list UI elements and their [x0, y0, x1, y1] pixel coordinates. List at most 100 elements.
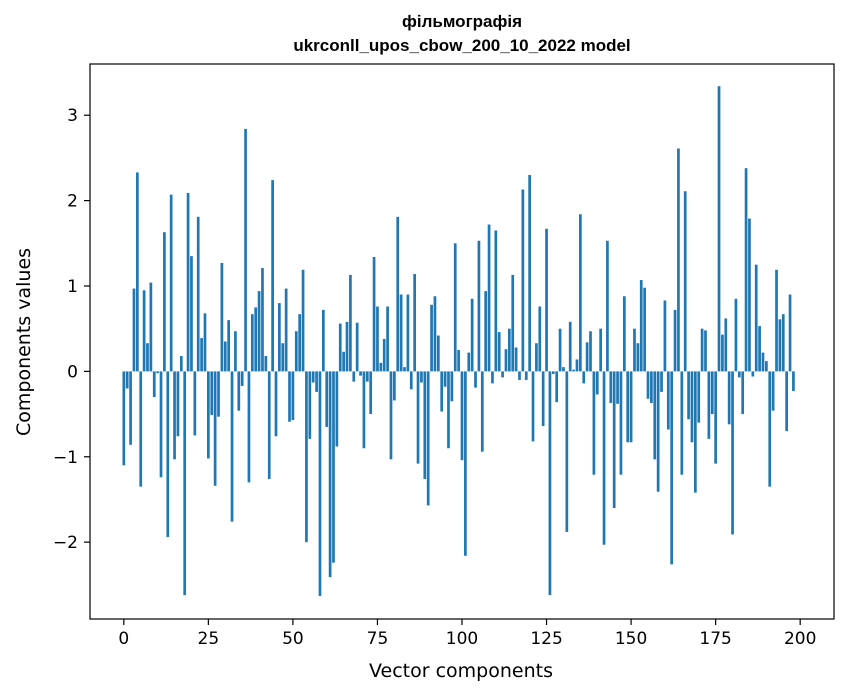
bar-111: [497, 332, 501, 372]
bar-194: [778, 319, 782, 372]
bar-98: [453, 243, 457, 372]
bar-2: [129, 371, 132, 445]
bar-36: [244, 128, 247, 372]
bar-58: [318, 371, 322, 596]
bar-4: [135, 172, 139, 372]
bar-94: [440, 371, 444, 412]
bar-23: [200, 338, 203, 372]
bar-189: [761, 352, 765, 372]
bar-65: [342, 351, 345, 372]
bar-91: [430, 304, 433, 372]
bar-112: [501, 371, 504, 378]
bar-195: [781, 314, 785, 372]
bar-124: [541, 371, 545, 427]
bar-1: [125, 371, 129, 389]
bar-196: [785, 371, 789, 432]
chart-title-line-1: фільмографія: [401, 12, 523, 31]
bar-13: [166, 371, 170, 538]
bar-28: [217, 371, 220, 417]
x-tick-label: 200: [784, 629, 816, 649]
bar-89: [423, 371, 427, 479]
bar-20: [190, 256, 193, 372]
bar-74: [372, 256, 376, 372]
bar-96: [447, 371, 450, 449]
bar-6: [142, 290, 146, 372]
bar-133: [572, 369, 575, 372]
bar-127: [551, 371, 555, 374]
bar-95: [443, 371, 447, 387]
y-axis-label: Components values: [13, 248, 35, 436]
bar-76: [379, 362, 383, 372]
bar-140: [595, 371, 599, 395]
bar-138: [589, 331, 592, 372]
x-tick-label: 0: [118, 629, 129, 649]
bar-130: [562, 367, 565, 372]
bar-153: [639, 280, 643, 372]
bar-157: [653, 371, 657, 460]
bar-17: [179, 356, 183, 372]
bar-22: [196, 216, 200, 372]
bar-5: [139, 371, 143, 487]
bar-146: [616, 371, 619, 404]
bar-187: [754, 264, 758, 372]
bar-15: [173, 371, 176, 460]
bar-38: [250, 314, 254, 372]
bars-group: [122, 86, 795, 596]
bar-71: [362, 371, 366, 449]
bar-66: [345, 321, 349, 372]
bar-169: [693, 371, 697, 493]
bar-105: [477, 240, 481, 372]
bar-119: [524, 371, 528, 380]
x-tick-label: 175: [699, 629, 731, 649]
bar-18: [183, 371, 187, 596]
bar-161: [666, 371, 670, 430]
bar-84: [406, 294, 410, 372]
bar-14: [169, 194, 173, 372]
bar-34: [237, 371, 241, 411]
bar-90: [426, 371, 430, 506]
bar-185: [748, 218, 751, 372]
bar-30: [223, 341, 227, 372]
bar-193: [775, 269, 778, 372]
bar-29: [220, 262, 224, 372]
x-tick-label: 50: [282, 629, 304, 649]
bar-32: [230, 371, 234, 522]
bar-72: [365, 371, 369, 382]
bar-81: [396, 216, 400, 372]
bar-191: [768, 371, 772, 487]
bar-123: [538, 306, 542, 372]
bar-99: [457, 350, 460, 372]
bar-69: [355, 322, 359, 372]
bar-160: [663, 300, 667, 372]
bar-37: [247, 371, 251, 483]
bar-87: [416, 371, 420, 464]
bar-9: [152, 371, 156, 397]
bar-57: [315, 371, 318, 392]
bar-27: [213, 371, 217, 486]
bar-83: [403, 367, 406, 372]
bar-61: [328, 371, 332, 578]
bar-50: [291, 371, 295, 421]
x-tick-label: 75: [367, 629, 389, 649]
bar-85: [409, 371, 413, 390]
bar-186: [751, 371, 755, 377]
bar-88: [420, 371, 423, 383]
bar-118: [521, 189, 525, 372]
bar-126: [548, 371, 552, 596]
bar-148: [622, 296, 626, 372]
chart-title-line-2: ukrconll_upos_cbow_200_10_2022 model: [293, 36, 631, 55]
bar-156: [650, 371, 653, 403]
bar-35: [240, 371, 244, 386]
bar-177: [721, 334, 724, 372]
y-tick-label: −1: [53, 448, 78, 468]
bar-198: [792, 371, 795, 392]
bar-75: [376, 306, 379, 372]
bar-73: [369, 371, 373, 415]
bar-165: [680, 371, 684, 475]
bar-46: [278, 303, 281, 372]
bar-147: [619, 371, 623, 475]
bar-172: [704, 330, 707, 372]
bar-179: [727, 371, 731, 425]
bar-10: [156, 371, 159, 374]
